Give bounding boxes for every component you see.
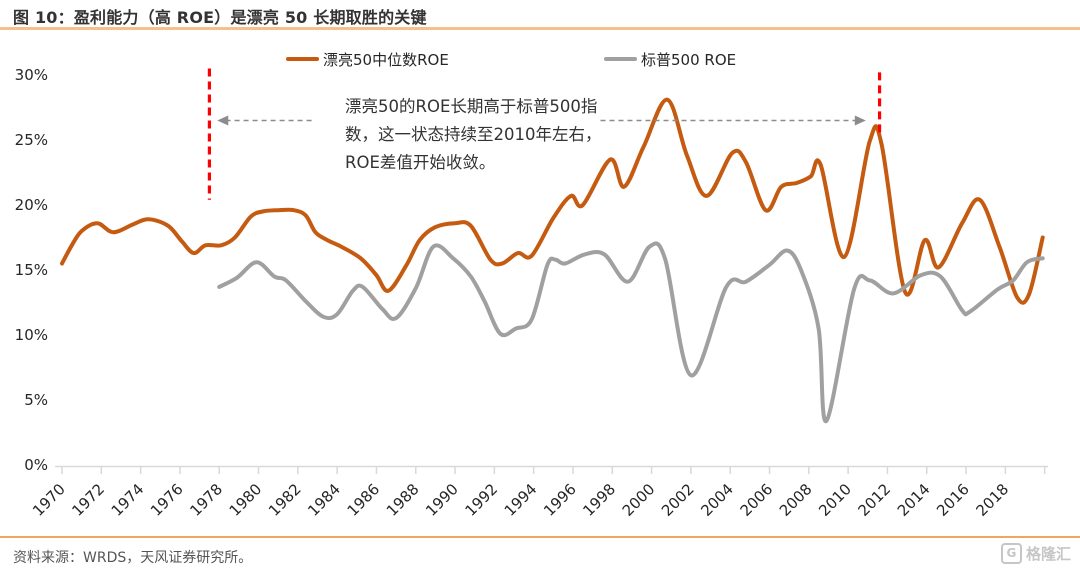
svg-text:1976: 1976 <box>147 480 187 520</box>
gelonghui-logo-text: 格隆汇 <box>1025 545 1071 563</box>
svg-text:5%: 5% <box>24 391 48 409</box>
svg-text:25%: 25% <box>15 131 48 149</box>
svg-text:1988: 1988 <box>383 480 423 520</box>
svg-text:2010: 2010 <box>815 480 855 520</box>
svg-text:2016: 2016 <box>933 480 973 520</box>
svg-text:30%: 30% <box>15 66 48 84</box>
svg-text:0%: 0% <box>24 456 48 474</box>
svg-text:1994: 1994 <box>501 480 541 520</box>
svg-text:1984: 1984 <box>304 480 344 520</box>
legend-label-sp500: 标普500 ROE <box>641 50 737 69</box>
svg-text:1986: 1986 <box>344 480 384 520</box>
svg-text:2002: 2002 <box>658 480 698 520</box>
gelonghui-logo-icon: G <box>1000 543 1022 564</box>
gelonghui-logo: G 格隆汇 <box>1000 543 1071 564</box>
svg-text:2006: 2006 <box>737 480 777 520</box>
annotation-line-3: ROE差值开始收敛。 <box>345 153 496 172</box>
annotation-line-2: 数，这一状态持续至2010年左右， <box>345 125 602 144</box>
svg-text:1978: 1978 <box>186 480 226 520</box>
svg-text:2014: 2014 <box>894 480 934 520</box>
svg-text:1980: 1980 <box>226 480 266 520</box>
title-divider <box>0 27 1080 30</box>
footer-divider <box>0 536 1080 538</box>
legend-swatch-nifty50 <box>286 56 319 62</box>
annotation-line-1: 漂亮50的ROE长期高于标普500指 <box>345 97 598 116</box>
legend-swatch-sp500 <box>604 56 637 62</box>
svg-text:1974: 1974 <box>108 480 148 520</box>
svg-text:2004: 2004 <box>697 480 737 520</box>
data-source: 资料来源：WRDS，天风证券研究所。 <box>13 550 253 566</box>
chart-annotation: 漂亮50的ROE长期高于标普500指 数，这一状态持续至2010年左右， ROE… <box>345 93 665 177</box>
svg-text:20%: 20% <box>15 196 48 214</box>
svg-text:1998: 1998 <box>579 480 619 520</box>
svg-text:1996: 1996 <box>540 480 580 520</box>
svg-text:2008: 2008 <box>776 480 816 520</box>
svg-text:1972: 1972 <box>68 480 108 520</box>
svg-text:1982: 1982 <box>265 480 305 520</box>
legend-item-sp500: 标普500 ROE <box>604 50 737 69</box>
legend-item-nifty50: 漂亮50中位数ROE <box>286 50 449 69</box>
legend-label-nifty50: 漂亮50中位数ROE <box>323 50 449 69</box>
svg-text:1970: 1970 <box>29 480 69 520</box>
svg-text:10%: 10% <box>15 326 48 344</box>
svg-text:2012: 2012 <box>855 480 895 520</box>
figure-title: 图 10：盈利能力（高 ROE）是漂亮 50 长期取胜的关键 <box>13 8 427 27</box>
svg-text:15%: 15% <box>15 261 48 279</box>
svg-text:2000: 2000 <box>619 480 659 520</box>
svg-text:1990: 1990 <box>422 480 462 520</box>
svg-text:2018: 2018 <box>972 480 1012 520</box>
svg-text:1992: 1992 <box>461 480 501 520</box>
